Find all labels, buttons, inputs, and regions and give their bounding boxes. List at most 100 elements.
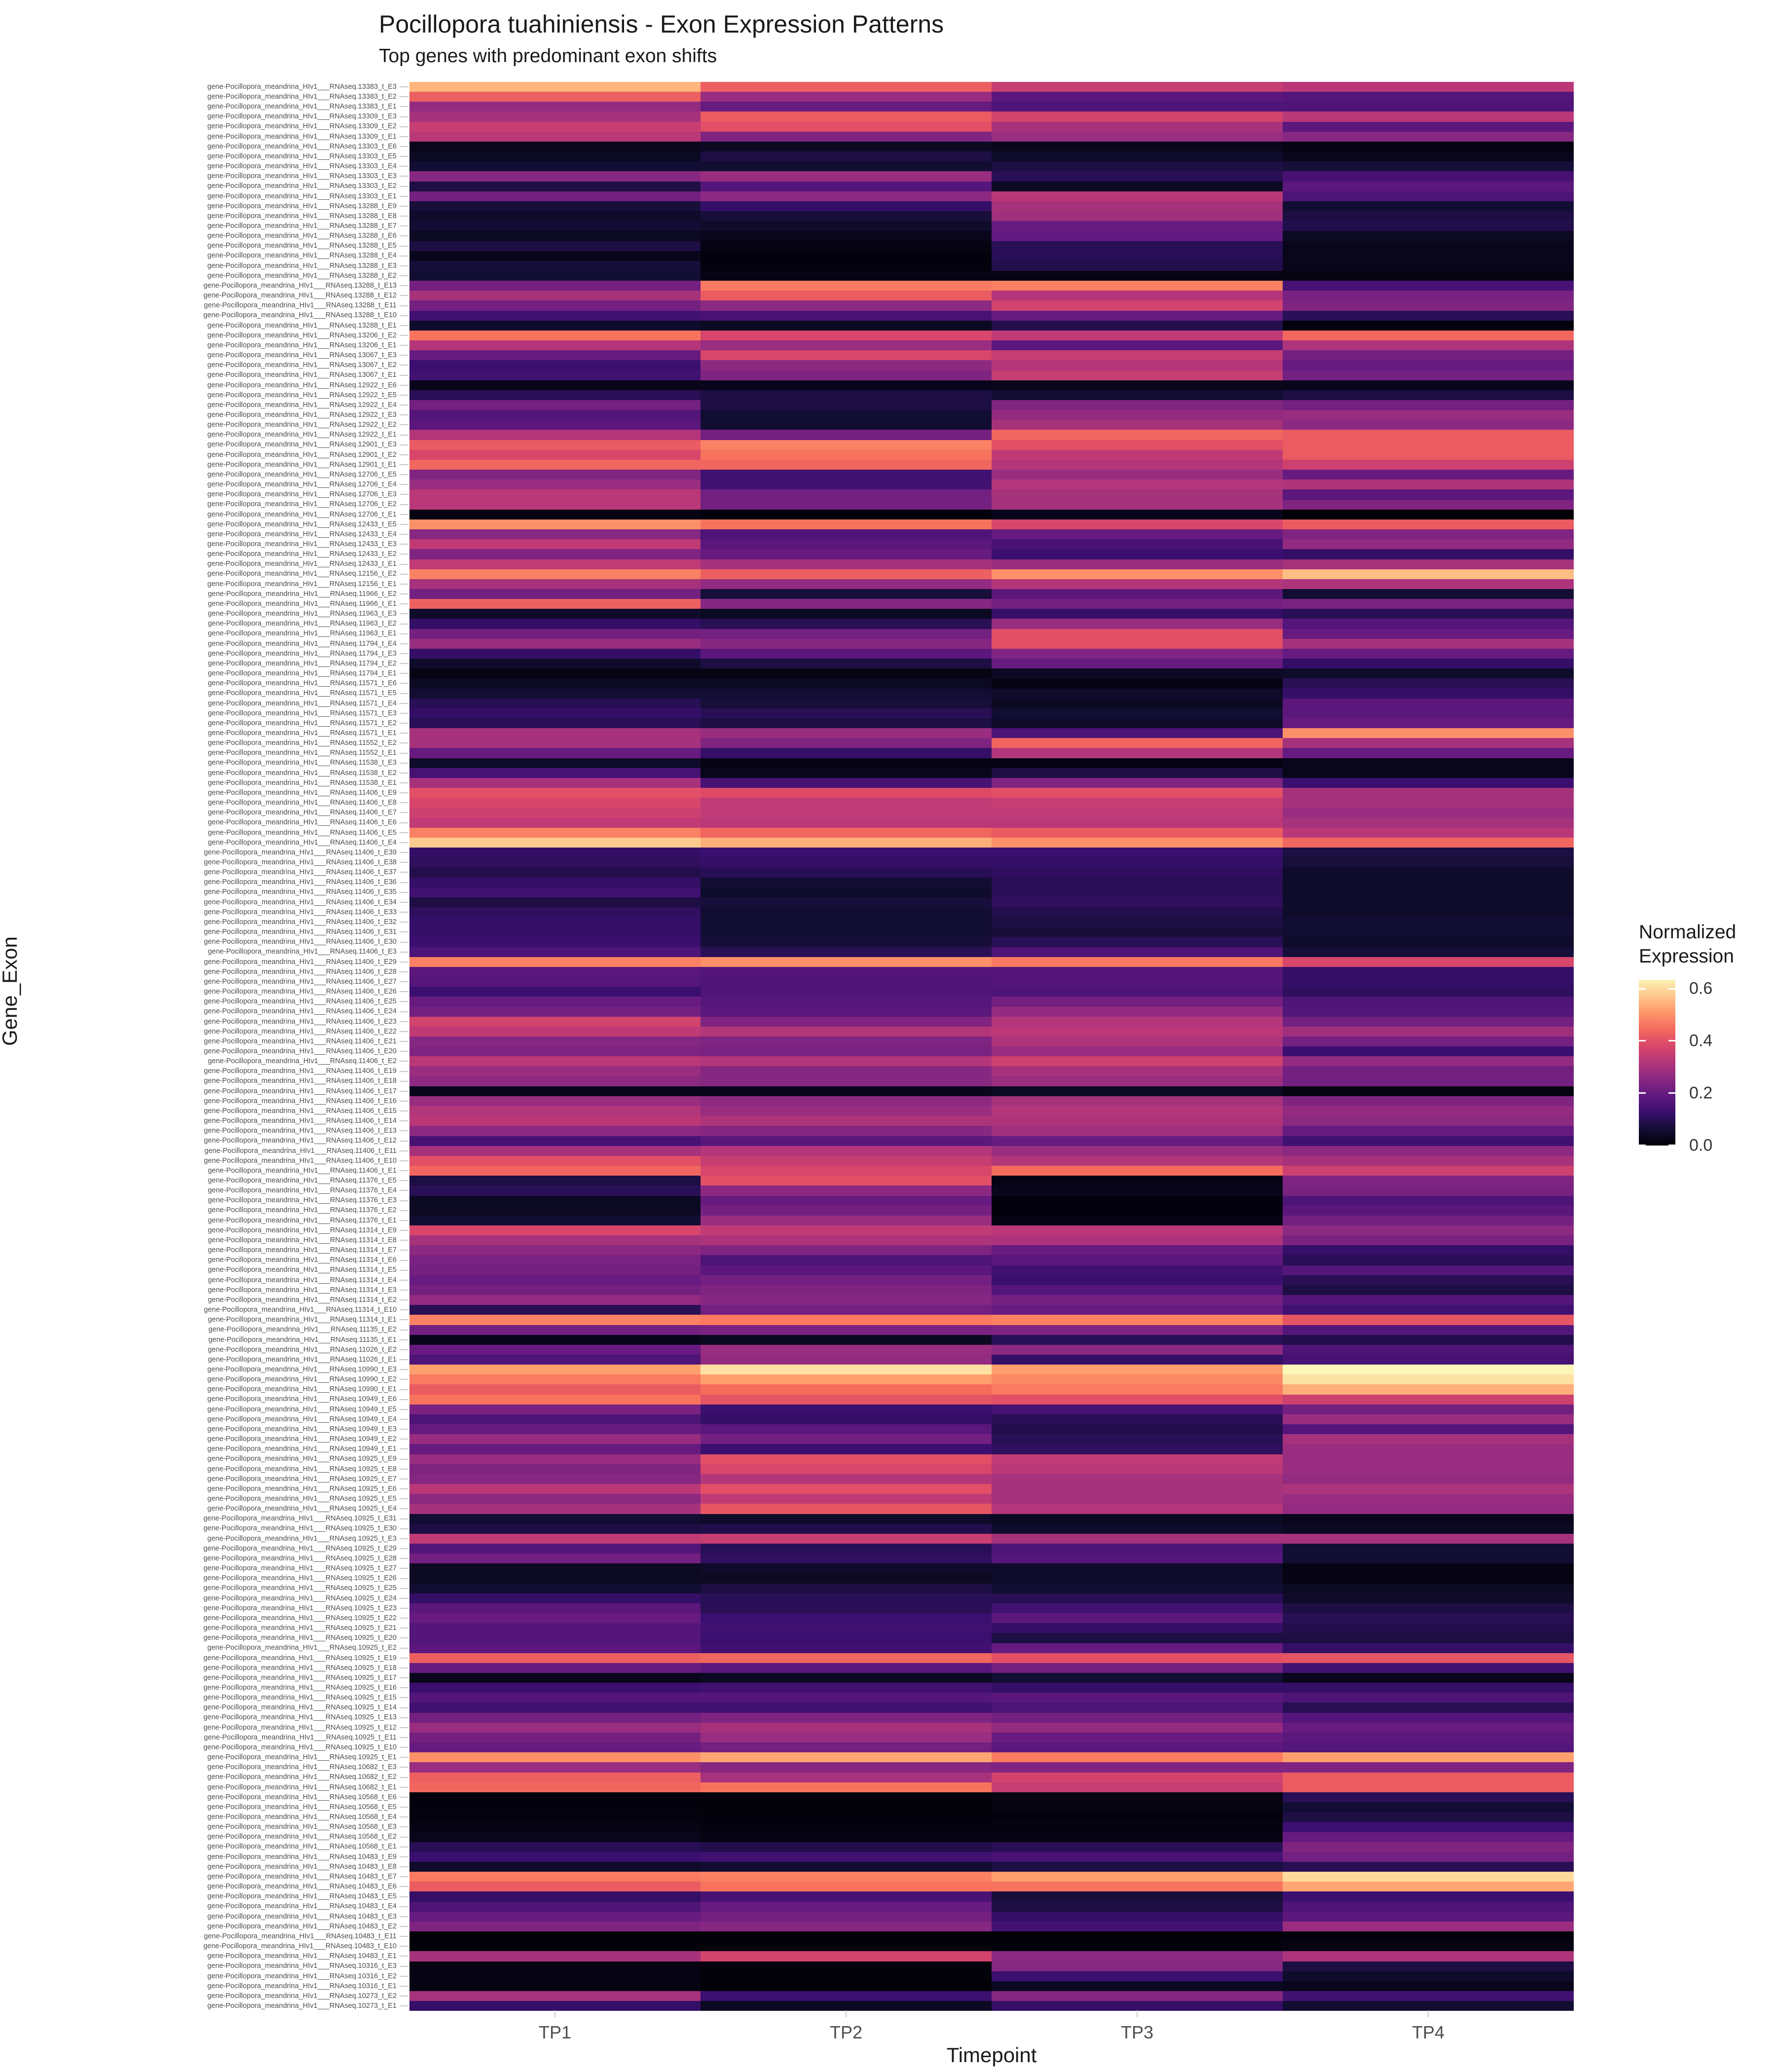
gene-exon-label: gene-Pocillopora_meandrina_HIv1___RNAseq… [207,1505,397,1513]
heatmap-cell [409,1195,701,1206]
heatmap-cell [992,887,1283,897]
heatmap-cell [409,1245,701,1256]
y-tick-label: gene-Pocillopora_meandrina_HIv1___RNAseq… [0,1573,408,1583]
heatmap-row [409,1374,1574,1385]
heatmap-cell [1283,1842,1574,1852]
heatmap-cell [992,221,1283,231]
y-tick-mark [400,703,408,704]
heatmap-cell [409,131,701,142]
heatmap-row [409,1693,1574,1703]
heatmap-cell [409,1066,701,1076]
y-tick-label: gene-Pocillopora_meandrina_HIv1___RNAseq… [0,1723,408,1733]
heatmap-cell [701,260,992,271]
heatmap-cell [1283,1901,1574,1912]
heatmap-cell [701,1623,992,1633]
heatmap-cell [409,1772,701,1782]
heatmap-cell [1283,589,1574,599]
heatmap-cell [701,1434,992,1444]
y-tick-mark [400,792,408,794]
gene-exon-label: gene-Pocillopora_meandrina_HIv1___RNAseq… [208,729,397,737]
y-tick-mark [400,195,408,197]
heatmap-row [409,1911,1574,1922]
heatmap-cell [1283,370,1574,380]
heatmap-cell [701,877,992,888]
heatmap-cell [701,1136,992,1146]
heatmap-cell [701,1563,992,1574]
heatmap-cell [701,1195,992,1206]
gene-exon-label: gene-Pocillopora_meandrina_HIv1___RNAseq… [208,778,397,787]
heatmap-cell [992,1653,1283,1663]
heatmap-cell [992,1474,1283,1484]
heatmap-cell [409,1126,701,1136]
heatmap-cell [409,1434,701,1444]
heatmap-cell [992,817,1283,828]
y-tick-label: gene-Pocillopora_meandrina_HIv1___RNAseq… [0,489,408,499]
heatmap-cell [409,1334,701,1345]
heatmap-cell [992,1554,1283,1564]
heatmap-cell [701,1235,992,1246]
heatmap-row [409,629,1574,639]
y-tick-mark [400,325,408,326]
heatmap-cell [701,420,992,430]
gene-exon-label: gene-Pocillopora_meandrina_HIv1___RNAseq… [204,1017,397,1026]
y-tick-label: gene-Pocillopora_meandrina_HIv1___RNAseq… [0,470,408,480]
heatmap-cell [1283,1792,1574,1803]
gene-exon-label: gene-Pocillopora_meandrina_HIv1___RNAseq… [208,1345,397,1354]
heatmap-row [409,1981,1574,1991]
gene-exon-label: gene-Pocillopora_meandrina_HIv1___RNAseq… [207,1495,397,1503]
heatmap-cell [409,171,701,182]
heatmap-cell [992,181,1283,191]
heatmap-cell [1283,867,1574,878]
heatmap-cell [409,1255,701,1265]
heatmap-row [409,1722,1574,1733]
y-tick-label: gene-Pocillopora_meandrina_HIv1___RNAseq… [0,350,408,360]
heatmap-row [409,1991,1574,2001]
heatmap-cell [992,1961,1283,1971]
heatmap-cell [992,1504,1283,1514]
heatmap-cell [409,659,701,669]
y-tick-mark [400,334,408,336]
y-tick-mark [400,156,408,157]
gene-exon-label: gene-Pocillopora_meandrina_HIv1___RNAseq… [208,1295,397,1304]
heatmap-cell [1283,1355,1574,1365]
heatmap-cell [1283,281,1574,291]
heatmap-cell [701,241,992,251]
heatmap-cell [1283,1255,1574,1265]
heatmap-cell [701,1921,992,1932]
gene-exon-label: gene-Pocillopora_meandrina_HIv1___RNAseq… [207,351,397,360]
heatmap-row [409,887,1574,897]
heatmap-row [409,1265,1574,1275]
heatmap-cell [992,350,1283,361]
y-tick-mark [400,315,408,316]
y-tick-mark [400,1826,408,1828]
y-tick-label: gene-Pocillopora_meandrina_HIv1___RNAseq… [0,1822,408,1832]
heatmap-cell [1283,1851,1574,1862]
heatmap-cell [409,798,701,808]
y-tick-mark [400,474,408,476]
gene-exon-label: gene-Pocillopora_meandrina_HIv1___RNAseq… [207,222,397,230]
heatmap-cell [409,241,701,251]
heatmap-cell [1283,430,1574,440]
heatmap-row [409,340,1574,351]
heatmap-cell [992,1334,1283,1345]
heatmap-cell [1283,1603,1574,1614]
y-tick-mark [400,1657,408,1659]
heatmap-row [409,1166,1574,1176]
heatmap-row [409,1146,1574,1156]
heatmap-cell [701,1096,992,1107]
heatmap-cell [992,827,1283,838]
y-tick-mark [400,1349,408,1350]
heatmap-cell [1283,1504,1574,1514]
heatmap-cell [701,1155,992,1166]
heatmap-row [409,1424,1574,1435]
gene-exon-label: gene-Pocillopora_meandrina_HIv1___RNAseq… [207,252,397,260]
heatmap-cell [1283,440,1574,450]
y-tick-mark [400,1408,408,1410]
heatmap-cell [409,1981,701,1991]
y-tick-label: gene-Pocillopora_meandrina_HIv1___RNAseq… [0,1424,408,1434]
heatmap-cell [992,569,1283,579]
heatmap-cell [1283,241,1574,251]
heatmap-cell [1283,1911,1574,1922]
heatmap-cell [409,1683,701,1693]
y-tick-label: gene-Pocillopora_meandrina_HIv1___RNAseq… [0,1196,408,1206]
